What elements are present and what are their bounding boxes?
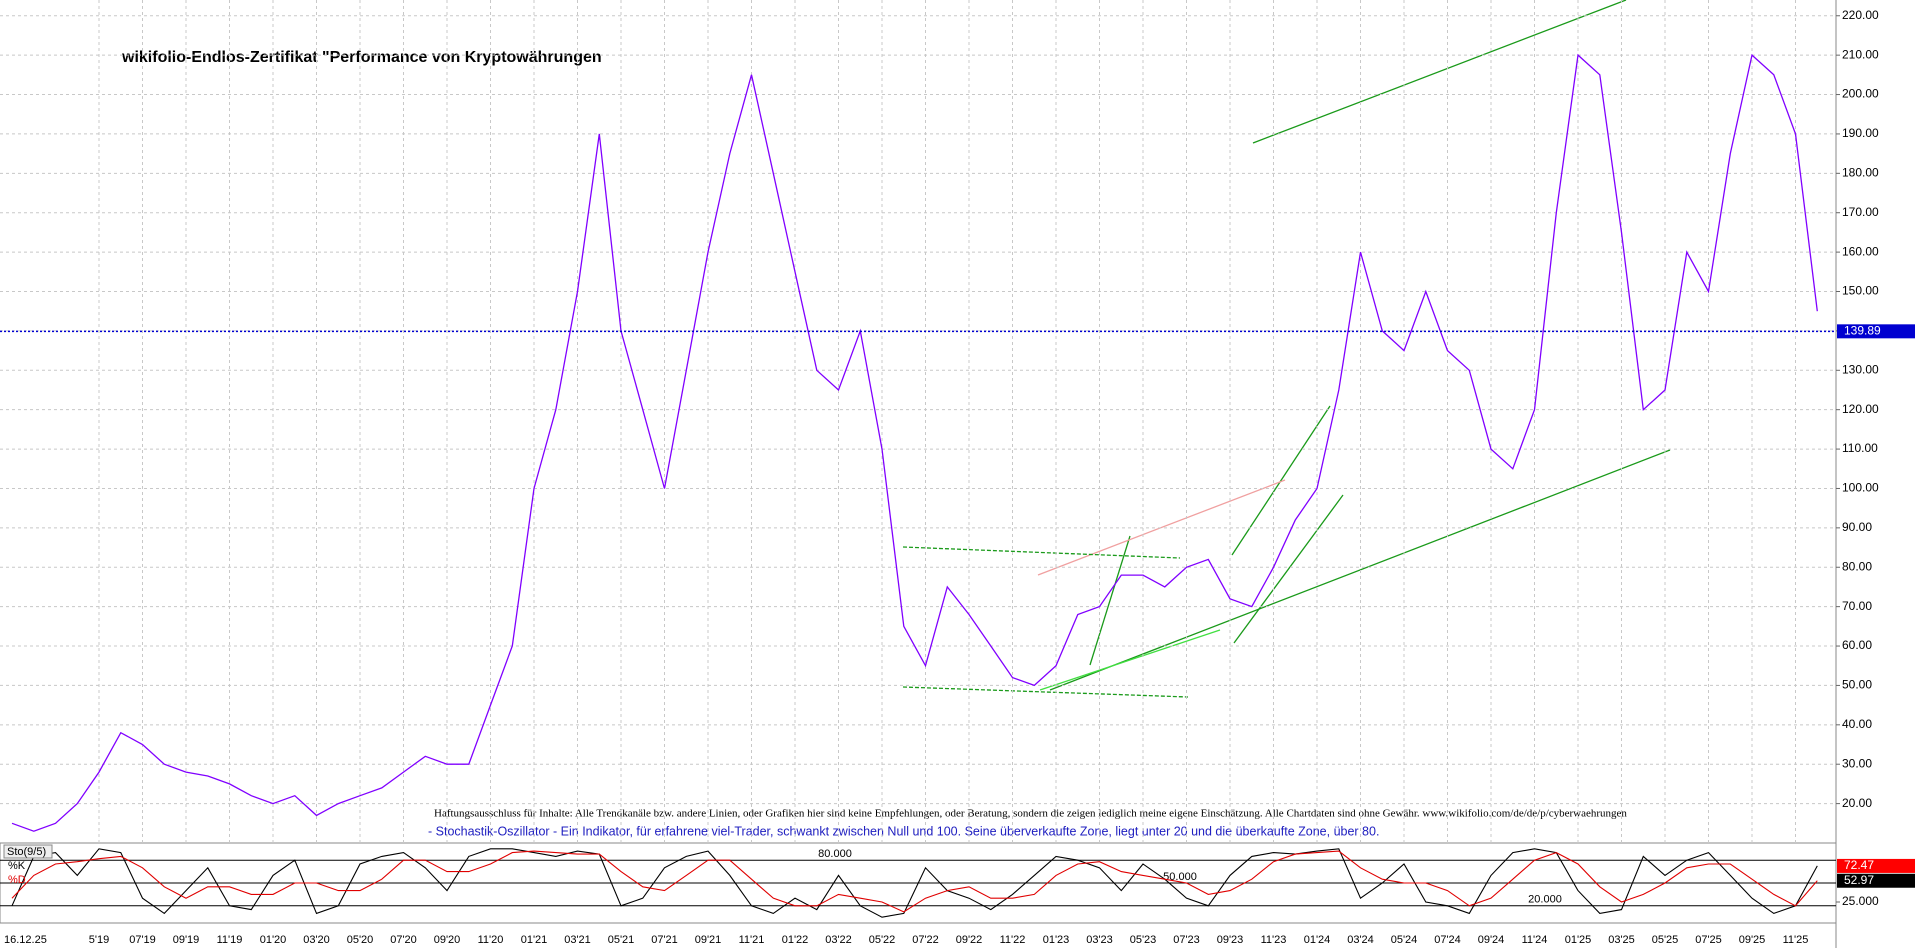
- x-tick-label: 05'21: [608, 934, 635, 946]
- x-tick-label: 5'19: [89, 934, 109, 946]
- oscillator-line: [11, 848, 1818, 918]
- readout-box: [1837, 873, 1915, 888]
- y-tick-label: 110.00: [1842, 441, 1878, 455]
- indicator-box: [3, 844, 53, 859]
- y-tick-label: 100.00: [1842, 481, 1879, 495]
- y-tick-label: 130.00: [1842, 362, 1879, 376]
- x-tick-label: 05'23: [1130, 934, 1157, 946]
- indicator-note: - Stochastik-Oszillator - Ein Indikator,…: [428, 824, 1379, 838]
- x-tick-label: 05'24: [1391, 934, 1418, 946]
- indicator-title: Sto(9/5): [7, 846, 46, 858]
- x-tick-label: 03'21: [564, 934, 591, 946]
- x-tick-label: 11'23: [1261, 934, 1287, 946]
- x-tick-label: 01'21: [521, 934, 548, 946]
- y-tick-label: 180.00: [1842, 165, 1879, 179]
- y-tick-label: 25.000: [1842, 894, 1879, 908]
- x-tick-label: 05'25: [1652, 934, 1679, 946]
- y-tick-label: 190.00: [1842, 126, 1879, 140]
- y-tick-label: 220.00: [1842, 8, 1879, 22]
- oscillator-line: [11, 850, 1818, 913]
- date-label: 16.12.25: [4, 934, 47, 946]
- x-tick-label: 07'22: [912, 934, 939, 946]
- disclaimer: Haftungsausschluss für Inhalte: Alle Tre…: [434, 808, 1627, 820]
- level-label: 80.000: [818, 848, 852, 860]
- y-tick-label: 200.00: [1842, 87, 1879, 101]
- x-tick-label: 01'25: [1565, 934, 1592, 946]
- level-label: 20.000: [1528, 894, 1562, 906]
- y-tick-label: 40.00: [1842, 717, 1872, 731]
- trend-lines: [902, 0, 1671, 698]
- x-tick-label: 09'24: [1478, 934, 1505, 946]
- x-tick-label: 09'25: [1739, 934, 1766, 946]
- chart-title: wikifolio-Endlos-Zertifikat "Performance…: [121, 49, 602, 66]
- y-tick-label: 90.00: [1842, 520, 1872, 534]
- y-tick-label: 50.00: [1842, 678, 1872, 692]
- x-tick-label: 07'23: [1173, 934, 1200, 946]
- legend-entry: %K: [8, 860, 26, 872]
- y-tick-label: 70.00: [1842, 599, 1872, 613]
- x-tick-label: 07'21: [651, 934, 678, 946]
- level-label: 50.000: [1163, 871, 1197, 883]
- readout-label: 72.47: [1844, 858, 1874, 872]
- x-tick-label: 11'22: [1000, 934, 1026, 946]
- y-tick-label: 80.00: [1842, 559, 1872, 573]
- x-tick-label: 11'20: [478, 934, 504, 946]
- x-tick-label: 11'21: [739, 934, 765, 946]
- x-tick-label: 07'24: [1434, 934, 1461, 946]
- y-tick-label: 20.00: [1842, 796, 1872, 810]
- x-tick-label: 03'22: [825, 934, 852, 946]
- legend-entry: %D: [8, 874, 26, 886]
- x-tick-label: 11'25: [1783, 934, 1809, 946]
- x-tick-label: 09'21: [695, 934, 722, 946]
- y-tick-label: 60.00: [1842, 638, 1872, 652]
- x-tick-label: 03'23: [1086, 934, 1113, 946]
- x-tick-label: 01'24: [1304, 934, 1331, 946]
- last-value-label: 139.89: [1844, 324, 1881, 338]
- x-tick-label: 05'22: [869, 934, 896, 946]
- x-tick-label: 01'23: [1043, 934, 1070, 946]
- y-tick-label: 160.00: [1842, 244, 1879, 258]
- x-tick-label: 03'25: [1608, 934, 1635, 946]
- x-tick-label: 03'24: [1347, 934, 1374, 946]
- x-tick-label: 01'20: [260, 934, 287, 946]
- x-tick-label: 11'24: [1522, 934, 1548, 946]
- x-tick-label: 07'20: [390, 934, 417, 946]
- x-tick-label: 07'19: [129, 934, 156, 946]
- readout-label: 52.97: [1844, 873, 1874, 887]
- y-tick-label: 30.00: [1842, 756, 1872, 770]
- y-tick-label: 170.00: [1842, 205, 1879, 219]
- x-tick-label: 07'25: [1695, 934, 1722, 946]
- x-tick-label: 03'20: [303, 934, 330, 946]
- readout-box: [1837, 858, 1915, 873]
- x-tick-label: 11'19: [217, 934, 243, 946]
- y-tick-label: 120.00: [1842, 402, 1879, 416]
- x-tick-label: 09'22: [956, 934, 983, 946]
- last-value-box: [1837, 324, 1915, 339]
- y-tick-label: 210.00: [1842, 47, 1879, 61]
- price-line: [11, 53, 1818, 832]
- y-tick-label: 150.00: [1842, 284, 1879, 298]
- x-tick-label: 09'19: [173, 934, 200, 946]
- x-tick-label: 05'20: [347, 934, 374, 946]
- x-tick-label: 09'23: [1217, 934, 1244, 946]
- x-tick-label: 09'20: [434, 934, 461, 946]
- x-tick-label: 01'22: [782, 934, 809, 946]
